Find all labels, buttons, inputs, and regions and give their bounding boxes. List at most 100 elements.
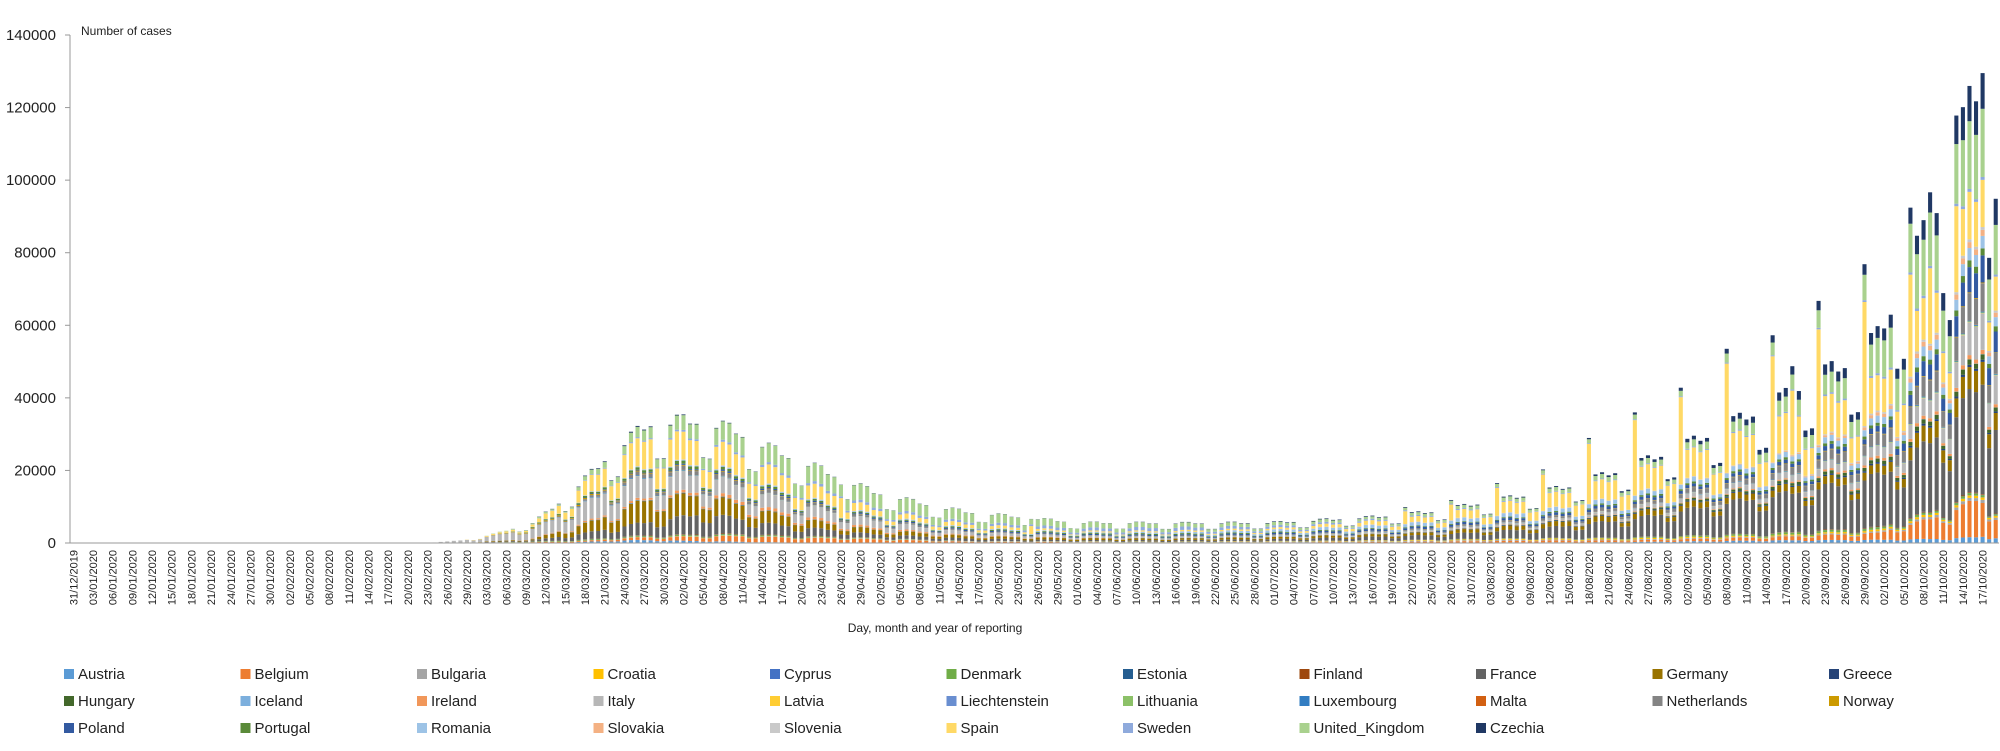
bar-segment-united_kingdom	[1704, 441, 1710, 450]
bar-segment-italy	[838, 522, 843, 529]
bar-segment-sweden	[596, 473, 601, 475]
bar-segment-czechia	[1331, 519, 1336, 521]
bar-segment-portugal	[1665, 506, 1670, 508]
bar-segment-finland	[714, 534, 719, 535]
bar-segment-netherlands	[1508, 520, 1513, 522]
bar-segment-ireland	[1652, 507, 1657, 509]
bar-segment-norway	[596, 493, 601, 495]
bar-segment-netherlands	[1107, 535, 1112, 537]
bar-segment-france	[957, 537, 962, 541]
bar-segment-germany	[1586, 519, 1591, 525]
bar-segment-greece	[1672, 516, 1677, 518]
bar-segment-greece	[1540, 523, 1546, 525]
bar-segment-croatia	[1383, 540, 1388, 542]
bar-segment-portugal	[773, 486, 778, 489]
bar-segment-united_kingdom	[537, 516, 542, 519]
bar-segment-belgium	[720, 535, 725, 542]
bar-segment-portugal	[924, 524, 929, 526]
bar-segment-germany	[720, 497, 725, 515]
bar-segment-spain	[1061, 530, 1067, 532]
bar-segment-italy	[1061, 535, 1067, 538]
bar-segment-sweden	[1514, 501, 1519, 503]
bar-segment-poland	[628, 472, 634, 474]
bar-segment-ireland	[1704, 497, 1710, 499]
bar-segment-netherlands	[825, 508, 830, 512]
bar-segment-germany	[497, 540, 502, 542]
y-tick-label: 0	[48, 535, 56, 552]
bar-segment-czechia	[1659, 456, 1664, 460]
bar-segment-italy	[622, 486, 627, 507]
bar-segment-germany	[1232, 537, 1237, 540]
bar-segment-united_kingdom	[1527, 509, 1532, 512]
bar-segment-denmark	[1652, 537, 1657, 538]
bar-segment-belgium	[1534, 541, 1539, 543]
bar-segment-ireland	[871, 527, 876, 530]
bar-segment-france	[688, 516, 693, 535]
bar-segment-portugal	[674, 460, 679, 465]
bar-segment-luxembourg	[674, 470, 679, 472]
bar-segment-united_kingdom	[523, 530, 529, 531]
bar-segment-spain	[583, 480, 588, 496]
bar-segment-poland	[727, 471, 732, 473]
bar-segment-netherlands	[550, 519, 555, 521]
bar-segment-spain	[550, 510, 555, 518]
bar-segment-france	[1081, 540, 1086, 542]
bar-segment-croatia	[1593, 538, 1598, 540]
bar-segment-sweden	[779, 473, 784, 476]
bar-segment-belgium	[1278, 542, 1283, 543]
bar-segment-poland	[681, 463, 686, 465]
bar-segment-france	[1140, 539, 1145, 542]
bar-segment-ireland	[727, 494, 732, 499]
bar-segment-poland	[1127, 534, 1132, 536]
bar-segment-italy	[1317, 533, 1322, 535]
bar-segment-poland	[819, 502, 824, 504]
bar-segment-italy	[891, 529, 896, 534]
bar-segment-portugal	[1403, 527, 1408, 529]
bar-segment-croatia	[1508, 538, 1513, 540]
bar-segment-italy	[786, 502, 791, 514]
bar-segment-germany	[1317, 535, 1322, 538]
bar-segment-sweden	[1580, 503, 1585, 505]
bar-segment-spain	[792, 497, 798, 509]
bar-segment-netherlands	[569, 518, 574, 520]
bar-segment-romania	[1619, 510, 1624, 514]
bar-segment-france	[1219, 539, 1224, 542]
bar-segment-united_kingdom	[1540, 470, 1546, 474]
bar-segment-portugal	[681, 460, 686, 464]
bar-segment-norway	[773, 490, 778, 492]
bar-segment-sweden	[648, 438, 653, 440]
bar-segment-spain	[1383, 520, 1388, 526]
bar-segment-united_kingdom	[1101, 523, 1106, 529]
y-tick-label: 140000	[6, 27, 56, 44]
bar-segment-croatia	[1370, 540, 1375, 542]
bar-segment-belgium	[1317, 542, 1322, 543]
bar-segment-bulgaria	[1442, 541, 1447, 542]
bar-segment-germany	[1678, 505, 1683, 512]
bar-segment-sweden	[1147, 528, 1152, 532]
bar-segment-germany	[884, 534, 889, 538]
bar-segment-sweden	[1245, 526, 1250, 530]
bar-segment-poland	[1245, 533, 1250, 536]
bar-segment-sweden	[1048, 525, 1053, 529]
bar-segment-sweden	[576, 490, 581, 491]
bar-segment-poland	[773, 488, 778, 491]
bar-segment-united_kingdom	[1206, 529, 1211, 532]
bar-segment-germany	[1376, 534, 1381, 537]
bar-segment-united_kingdom	[1022, 525, 1027, 531]
bar-segment-sweden	[1180, 526, 1185, 530]
bar-segment-netherlands	[1501, 520, 1506, 523]
bar-segment-germany	[556, 532, 561, 538]
bar-segment-portugal	[878, 517, 883, 519]
bar-segment-bulgaria	[1560, 539, 1565, 541]
bar-segment-croatia	[1606, 538, 1611, 540]
bar-segment-spain	[1042, 528, 1047, 531]
bar-segment-romania	[1672, 502, 1677, 506]
bar-segment-spain	[773, 467, 778, 486]
bar-segment-austria	[1685, 541, 1690, 543]
bar-segment-romania	[786, 493, 791, 495]
bar-segment-france	[674, 516, 679, 535]
bar-segment-romania	[1600, 498, 1605, 504]
bar-segment-italy	[1265, 536, 1270, 537]
bar-segment-italy	[1245, 536, 1250, 538]
bar-segment-ireland	[537, 536, 542, 537]
